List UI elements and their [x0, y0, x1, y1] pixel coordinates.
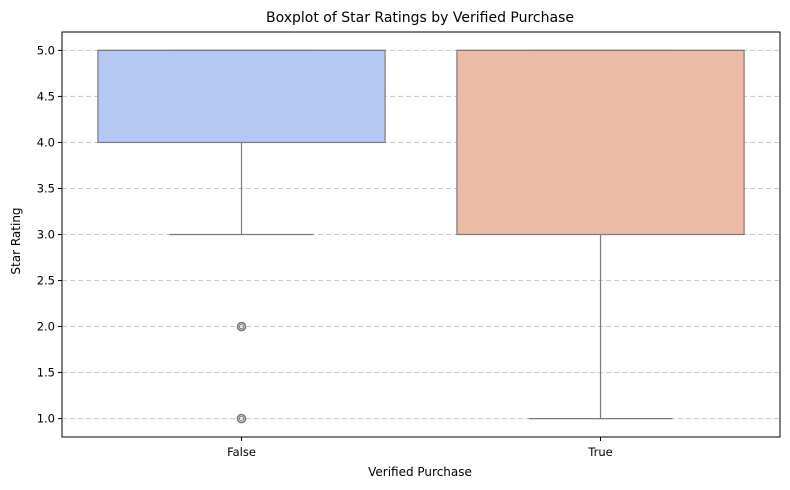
y-tick-label: 1.0: [37, 412, 55, 426]
y-tick-label: 4.0: [37, 135, 55, 149]
y-axis-ticks: 1.0 1.5 2.0 2.5 3.0 3.5 4.0 4.5 5.0: [37, 43, 62, 426]
boxes: [97, 49, 745, 424]
y-tick-label: 4.5: [37, 89, 55, 103]
y-tick-label: 3.5: [37, 181, 55, 195]
y-axis-label: Star Rating: [9, 207, 23, 274]
y-tick-label: 1.5: [37, 366, 55, 380]
x-tick-label: False: [227, 445, 256, 459]
x-axis-ticks: False True: [227, 437, 613, 459]
box-false: [97, 49, 386, 424]
outlier-point: [236, 321, 247, 332]
x-axis-label: Verified Purchase: [368, 465, 472, 479]
chart-title: Boxplot of Star Ratings by Verified Purc…: [266, 10, 574, 26]
box-body: [97, 49, 386, 144]
outlier-point-overlap: [238, 323, 245, 330]
box-true: [456, 49, 745, 420]
y-tick-label: 5.0: [37, 43, 55, 57]
y-tick-label: 2.5: [37, 274, 55, 288]
outlier-point: [236, 413, 247, 424]
x-tick-label: True: [587, 445, 612, 459]
y-tick-label: 2.0: [37, 320, 55, 334]
outlier-point-overlap: [238, 415, 245, 422]
y-tick-label: 3.0: [37, 228, 55, 242]
box-body: [456, 49, 745, 236]
